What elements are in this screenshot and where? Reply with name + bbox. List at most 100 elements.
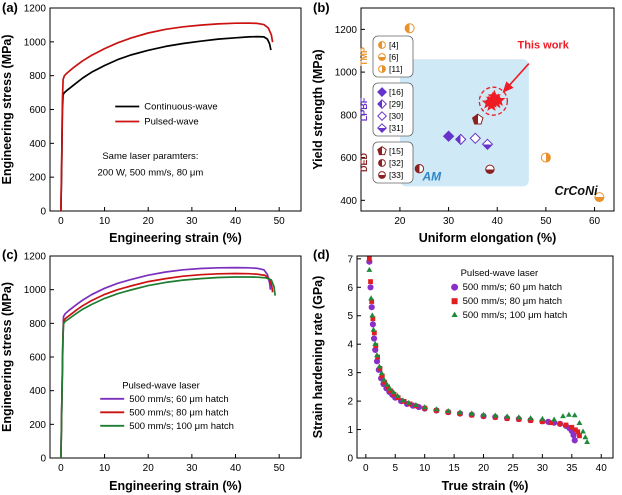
svg-text:Same laser paramters:: Same laser paramters: bbox=[102, 151, 198, 162]
svg-text:1200: 1200 bbox=[335, 25, 358, 36]
svg-text:30: 30 bbox=[443, 216, 455, 227]
svg-text:40: 40 bbox=[230, 463, 242, 474]
panel-b: (b) 20 30 40 50 60 400 600 800 1000 1200 Uniform e… bbox=[311, 0, 622, 247]
svg-text:200: 200 bbox=[29, 420, 46, 431]
svg-text:7: 7 bbox=[347, 254, 353, 265]
svg-text:800: 800 bbox=[29, 319, 46, 330]
svg-text:200: 200 bbox=[29, 173, 46, 184]
svg-text:[33]: [33] bbox=[389, 170, 403, 180]
svg-text:600: 600 bbox=[29, 105, 46, 116]
svg-text:CrCoNi: CrCoNi bbox=[555, 184, 599, 198]
svg-text:Pulsed-wave: Pulsed-wave bbox=[144, 117, 198, 128]
svg-text:20: 20 bbox=[143, 216, 155, 227]
panel-c: (c) 0 10 20 30 40 50 0 200 400 600 800 1000 1200 Engi… bbox=[0, 247, 311, 495]
svg-text:500 mm/s; 80 μm hatch: 500 mm/s; 80 μm hatch bbox=[463, 296, 562, 307]
svg-text:40: 40 bbox=[230, 216, 242, 227]
svg-text:[32]: [32] bbox=[389, 158, 403, 168]
svg-text:4: 4 bbox=[347, 340, 353, 351]
svg-text:True strain (%): True strain (%) bbox=[442, 479, 529, 493]
svg-text:[29]: [29] bbox=[389, 99, 403, 109]
svg-text:This work: This work bbox=[517, 40, 569, 52]
svg-text:Continuous-wave: Continuous-wave bbox=[144, 102, 217, 113]
svg-text:600: 600 bbox=[29, 353, 46, 364]
panel-d: (d) 0 5 10 15 20 25 30 35 40 0 1 2 3 4 5 6 7 True strain … bbox=[311, 247, 622, 495]
svg-text:2: 2 bbox=[347, 397, 353, 408]
svg-text:10: 10 bbox=[419, 463, 431, 474]
panel-c-chart: 0 10 20 30 40 50 0 200 400 600 800 1000 1200 Engineer… bbox=[0, 252, 302, 493]
panel-b-label: (b) bbox=[313, 0, 330, 15]
svg-text:1200: 1200 bbox=[24, 252, 47, 263]
svg-text:1000: 1000 bbox=[24, 37, 47, 48]
svg-text:[31]: [31] bbox=[389, 123, 403, 133]
svg-text:30: 30 bbox=[186, 463, 198, 474]
panel-b-chart: 20 30 40 50 60 400 600 800 1000 1200 Uniform elong… bbox=[311, 7, 615, 245]
svg-text:Engineering strain (%): Engineering strain (%) bbox=[109, 231, 242, 245]
panel-a-label: (a) bbox=[2, 0, 18, 15]
svg-text:20: 20 bbox=[394, 216, 406, 227]
svg-text:30: 30 bbox=[537, 463, 549, 474]
svg-text:DED: DED bbox=[359, 153, 369, 173]
svg-text:1: 1 bbox=[347, 425, 353, 436]
svg-text:10: 10 bbox=[99, 216, 111, 227]
svg-text:500 mm/s; 60 μm hatch: 500 mm/s; 60 μm hatch bbox=[129, 394, 228, 405]
svg-text:20: 20 bbox=[478, 463, 490, 474]
svg-text:Engineering strain (%): Engineering strain (%) bbox=[109, 479, 242, 493]
svg-text:0: 0 bbox=[347, 454, 353, 465]
svg-text:1000: 1000 bbox=[335, 68, 358, 79]
svg-text:60: 60 bbox=[589, 216, 601, 227]
svg-text:50: 50 bbox=[274, 216, 286, 227]
svg-text:0: 0 bbox=[363, 463, 369, 474]
svg-text:1200: 1200 bbox=[24, 4, 47, 15]
svg-text:Strain hardening rate (GPa): Strain hardening rate (GPa) bbox=[311, 276, 325, 439]
svg-text:Uniform elongation (%): Uniform elongation (%) bbox=[419, 231, 557, 245]
svg-text:1000: 1000 bbox=[24, 285, 47, 296]
svg-text:0: 0 bbox=[58, 216, 64, 227]
svg-text:200 W, 500 mm/s, 80 μm: 200 W, 500 mm/s, 80 μm bbox=[98, 167, 204, 178]
svg-text:[15]: [15] bbox=[389, 146, 403, 156]
svg-text:0: 0 bbox=[40, 207, 46, 218]
svg-text:20: 20 bbox=[143, 463, 155, 474]
svg-text:10: 10 bbox=[99, 463, 111, 474]
svg-text:15: 15 bbox=[449, 463, 461, 474]
svg-text:500 mm/s; 80 μm hatch: 500 mm/s; 80 μm hatch bbox=[129, 407, 228, 418]
svg-text:40: 40 bbox=[596, 463, 608, 474]
svg-text:5: 5 bbox=[347, 311, 353, 322]
svg-text:30: 30 bbox=[186, 216, 198, 227]
svg-text:50: 50 bbox=[274, 463, 286, 474]
svg-text:40: 40 bbox=[492, 216, 504, 227]
svg-text:Engineering stress (MPa): Engineering stress (MPa) bbox=[0, 282, 14, 432]
svg-text:400: 400 bbox=[340, 196, 357, 207]
svg-text:400: 400 bbox=[29, 139, 46, 150]
svg-text:0: 0 bbox=[58, 463, 64, 474]
panel-a: (a) 0 10 20 30 40 50 0 200 400 600 800 1000 1200 Engi… bbox=[0, 0, 311, 247]
panel-c-label: (c) bbox=[2, 247, 18, 262]
svg-text:[30]: [30] bbox=[389, 111, 403, 121]
svg-text:6: 6 bbox=[347, 283, 353, 294]
svg-text:[11]: [11] bbox=[389, 64, 403, 74]
svg-text:Engineering stress (MPa): Engineering stress (MPa) bbox=[0, 34, 14, 184]
svg-text:3: 3 bbox=[347, 368, 353, 379]
svg-text:0: 0 bbox=[40, 454, 46, 465]
svg-text:50: 50 bbox=[540, 216, 552, 227]
panel-a-chart: 0 10 20 30 40 50 0 200 400 600 800 1000 1200 Engineer… bbox=[0, 4, 302, 245]
svg-text:Pulsed-wave laser: Pulsed-wave laser bbox=[461, 268, 539, 279]
svg-text:[6]: [6] bbox=[389, 52, 398, 62]
svg-text:[16]: [16] bbox=[389, 87, 403, 97]
svg-text:[4]: [4] bbox=[389, 40, 398, 50]
svg-text:400: 400 bbox=[29, 386, 46, 397]
svg-text:Yield strength (MPa): Yield strength (MPa) bbox=[311, 49, 325, 169]
svg-text:600: 600 bbox=[340, 153, 357, 164]
svg-text:500 mm/s; 60 μm hatch: 500 mm/s; 60 μm hatch bbox=[463, 282, 562, 293]
svg-text:LPBF: LPBF bbox=[359, 97, 369, 121]
svg-text:TMP: TMP bbox=[359, 47, 369, 66]
svg-text:Pulsed-wave laser: Pulsed-wave laser bbox=[122, 380, 200, 391]
svg-text:35: 35 bbox=[566, 463, 578, 474]
panel-d-label: (d) bbox=[313, 247, 330, 262]
svg-text:800: 800 bbox=[29, 71, 46, 82]
svg-text:5: 5 bbox=[392, 463, 398, 474]
svg-text:25: 25 bbox=[507, 463, 519, 474]
panel-d-chart: 0 5 10 15 20 25 30 35 40 0 1 2 3 4 5 6 7 True strain (%) S… bbox=[311, 254, 614, 493]
svg-text:500 mm/s; 100 μm hatch: 500 mm/s; 100 μm hatch bbox=[463, 310, 568, 321]
svg-text:AM: AM bbox=[422, 170, 443, 184]
